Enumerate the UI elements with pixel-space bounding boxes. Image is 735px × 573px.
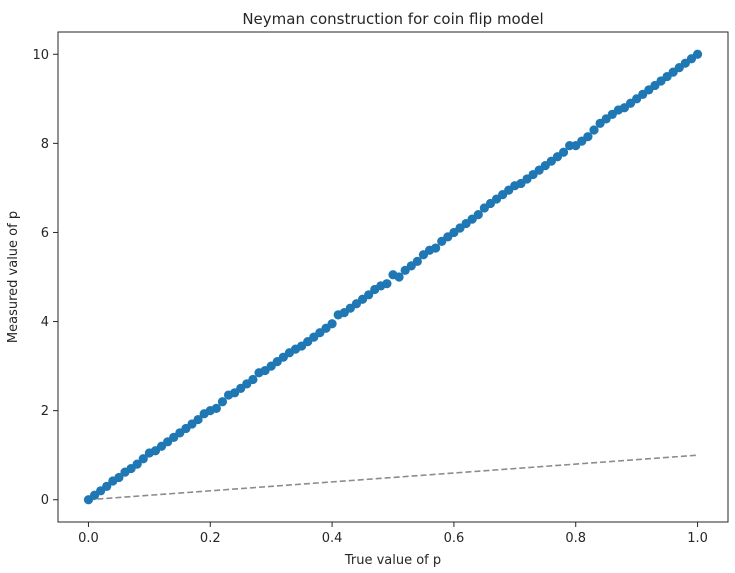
scatter-point (394, 272, 404, 282)
y-axis-label: Measured value of p (6, 211, 21, 343)
scatter-point (382, 279, 392, 289)
scatter-point (193, 414, 203, 425)
x-axis-label: True value of p (344, 553, 441, 568)
scatter-point (138, 454, 148, 464)
scatter-point (692, 49, 703, 59)
scatter-point (248, 374, 258, 385)
chart-title: Neyman construction for coin flip model (242, 10, 543, 28)
x-tick-label: 0.2 (200, 531, 221, 546)
scatter-point (114, 472, 124, 483)
scatter-point (473, 210, 483, 220)
scatter-point (102, 481, 112, 491)
scatter-point (589, 125, 599, 135)
axis-ticks: 0.0 0.2 0.4 0.6 0.8 1.0 0 2 4 6 8 10 (32, 48, 707, 546)
y-tick-label: 0 (41, 493, 49, 508)
x-tick-label: 1.0 (687, 531, 708, 546)
y-tick-label: 10 (32, 48, 49, 63)
scatter-point (558, 147, 569, 157)
x-tick-label: 0.0 (78, 531, 99, 546)
axes-frame (57, 31, 729, 523)
x-tick-label: 0.8 (565, 531, 586, 546)
scatter-point (217, 397, 228, 407)
y-tick-label: 2 (41, 404, 49, 419)
x-tick-label: 0.4 (322, 531, 343, 546)
dashed-reference-line (88, 454, 698, 501)
x-tick-label: 0.6 (444, 531, 465, 546)
scatter-point (211, 403, 221, 414)
scatter-point (431, 243, 441, 253)
scatter-point (327, 319, 337, 329)
scatter-point (132, 459, 142, 469)
y-tick-label: 8 (41, 137, 49, 152)
y-tick-label: 4 (41, 315, 49, 330)
y-tick-label: 6 (41, 226, 49, 241)
scatter-point (583, 132, 593, 142)
scatter-point (412, 256, 422, 267)
plot-area (83, 49, 703, 505)
scatter-point (364, 290, 374, 300)
